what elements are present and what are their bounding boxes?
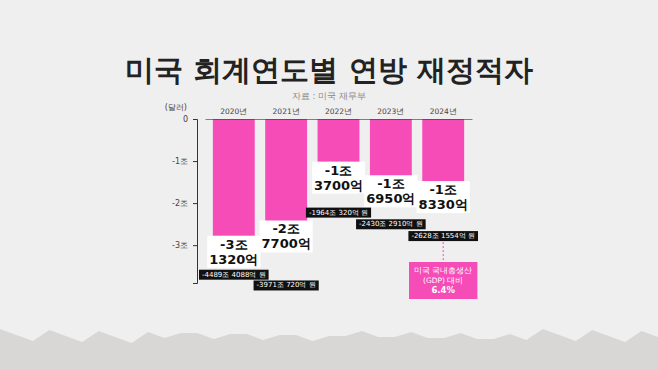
value-label-box (417, 181, 470, 213)
x-tick: 2021년 (273, 107, 300, 116)
x-tick: 2022년 (325, 107, 352, 116)
x-tick: 2024년 (430, 107, 457, 116)
y-tick-label: -3조 (172, 241, 188, 250)
krw-label-box (306, 208, 371, 218)
value-label-group: -3조1320억 (207, 236, 260, 268)
value-label-box (312, 162, 365, 194)
krw-label: -1964조 320억 원 (309, 209, 368, 217)
y-tick-label: -1조 (172, 157, 188, 166)
y-tick: 0 (183, 115, 197, 124)
krw-label-group: -2628조 1554억 원 (408, 231, 478, 241)
annotation-line: 미국 국내총생산 (414, 266, 472, 275)
krw-label: -3971조 720억 원 (257, 281, 316, 289)
annotation: 미국 국내총생산(GDP) 대비6.4% (409, 242, 477, 299)
source: 자료 : 미국 재무부 (292, 91, 367, 101)
y-axis-title: (달러) (165, 103, 187, 112)
x-tick: 2023년 (377, 107, 404, 116)
y-tick-label: -2조 (172, 199, 188, 208)
y-tick-mark (193, 245, 197, 246)
x-tick-label: 2020년 (220, 107, 247, 116)
annotation-text: 미국 국내총생산(GDP) 대비6.4% (414, 266, 472, 295)
value-label-group: -1조6950억 (364, 175, 417, 207)
y-axis: 0 -1조 -2조 -3조 (172, 115, 197, 283)
krw-label-group: -3971조 720억 원 (254, 280, 319, 290)
x-axis-line (206, 119, 473, 120)
krw-label-box (199, 270, 269, 280)
krw-label: -4489조 4088억 원 (202, 271, 266, 279)
x-tick-label: 2024년 (430, 107, 457, 116)
value-label-box (260, 220, 313, 252)
y-axis-line (193, 120, 198, 284)
x-tick-label: 2022년 (325, 107, 352, 116)
krw-label-group: -1964조 320억 원 (306, 208, 371, 218)
y-tick: -2조 (172, 199, 197, 208)
y-tick: -1조 (172, 157, 197, 166)
bar (265, 119, 307, 235)
value-label-group: -1조8330억 (417, 181, 470, 213)
value-label: -1조6950억 (366, 176, 415, 206)
value-label-group: -2조7700억 (260, 220, 313, 252)
krw-label: -2430조 2910억 원 (359, 220, 423, 228)
krw-label-box (356, 219, 426, 229)
x-tick: 2020년 (220, 107, 247, 116)
value-label: -1조8330억 (419, 182, 468, 212)
value-label: -3조1320억 (209, 237, 258, 267)
y-tick-label: 0 (183, 115, 188, 124)
annotation-line: (GDP) 대비 (423, 276, 463, 285)
bar (213, 119, 255, 251)
krw-label-box (408, 231, 478, 241)
y-tick-mark (193, 161, 197, 162)
y-tick: -3조 (172, 241, 197, 250)
chart: 미국 회계연도별 연방 재정적자자료 : 미국 재무부 (달러) 0 -1조 -2조 -3… (0, 0, 658, 370)
x-axis: 2020년 2021년 2022년 2023년 2024년 (206, 107, 473, 120)
value-label-box (364, 175, 417, 207)
value-label: -2조7700억 (262, 221, 311, 251)
value-label: -1조3700억 (314, 163, 363, 193)
background (0, 0, 658, 370)
annotation-line: 6.4% (431, 285, 455, 295)
krw-label-box (254, 280, 319, 290)
annotation-connector (443, 242, 444, 262)
title: 미국 회계연도별 연방 재정적자 (125, 53, 532, 87)
data-labels: -3조1320억-2조7700억-1조3700억-1조6950억-1조8330억… (199, 162, 478, 291)
y-tick-mark (193, 119, 197, 120)
paper-decoration (0, 329, 658, 370)
annotation-box (409, 262, 477, 299)
value-label-box (207, 236, 260, 268)
x-tick-label: 2021년 (273, 107, 300, 116)
krw-label-group: -2430조 2910억 원 (356, 219, 426, 229)
krw-label-group: -4489조 4088억 원 (199, 270, 269, 280)
value-label-group: -1조3700억 (312, 162, 365, 194)
y-tick-mark (193, 203, 197, 204)
x-tick-label: 2023년 (377, 107, 404, 116)
krw-label: -2628조 1554억 원 (411, 232, 475, 240)
